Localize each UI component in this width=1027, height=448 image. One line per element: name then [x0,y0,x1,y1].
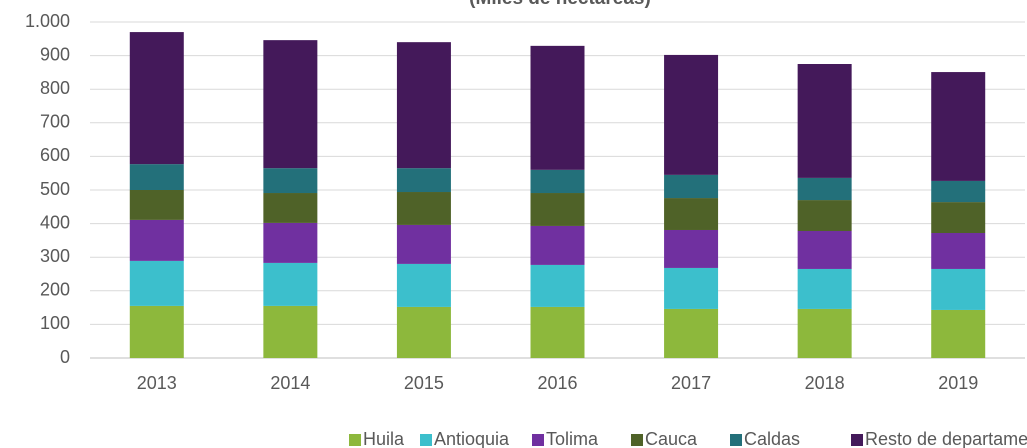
bar-segment [931,309,986,358]
y-tick-label: 400 [40,212,70,232]
bar-segment [664,54,719,175]
y-tick-label: 700 [40,112,70,132]
x-tick-label: 2017 [671,373,711,393]
bar-segment [797,64,852,178]
y-tick-label: 300 [40,246,70,266]
bar-segment [129,260,184,306]
bar-segment [129,219,184,261]
y-tick-label: 0 [60,347,70,367]
y-tick-label: 500 [40,179,70,199]
bar-segment [396,192,451,225]
legend-label: Tolima [546,429,599,448]
legend-label: Antioquia [434,429,510,448]
bar-segment [664,308,719,358]
bar-segment [396,168,451,193]
bar-segment [396,306,451,358]
bar-segment [530,45,585,170]
bar-segment [263,40,318,169]
bar-segment [664,174,719,199]
bar-segment [797,268,852,309]
y-tick-label: 100 [40,313,70,333]
legend-swatch [532,434,544,446]
legend-label: Caldas [744,429,800,448]
y-tick-label: 200 [40,280,70,300]
bar-segment [797,177,852,201]
legend-label: Cauca [645,429,698,448]
y-tick-label: 900 [40,44,70,64]
bar-segment [129,305,184,358]
bar-segment [931,180,986,203]
x-tick-label: 2016 [537,373,577,393]
bar-segment [263,262,318,306]
legend-swatch [851,434,863,446]
bar-segment [530,169,585,194]
bar-segment [931,202,986,234]
bar-segment [396,224,451,264]
bar-segment [129,190,184,220]
chart-title: (Miles de hectáreas) [469,0,651,9]
x-tick-label: 2015 [404,373,444,393]
bar-segment [664,198,719,230]
legend-label: Huila [363,429,405,448]
bar-segment [263,222,318,263]
bar-segment [530,225,585,265]
legend-swatch [420,434,432,446]
legend-label: Resto de departamentos [865,429,1027,448]
bar-segment [263,168,318,194]
legend-swatch [631,434,643,446]
bar-segment [931,233,986,269]
bar-segment [797,308,852,358]
bar-segment [530,193,585,226]
bar-segment [129,32,184,165]
bar-segment [530,264,585,307]
x-tick-label: 2014 [270,373,310,393]
legend-swatch [730,434,742,446]
y-tick-label: 1.000 [25,11,70,31]
bar-segment [530,306,585,358]
bar-segment [129,164,184,190]
x-tick-label: 2019 [938,373,978,393]
bar-segment [931,72,986,181]
bar-segment [396,263,451,307]
x-tick-label: 2018 [805,373,845,393]
bar-segment [931,268,986,310]
x-tick-label: 2013 [137,373,177,393]
bar-segment [263,305,318,358]
bar-segment [797,230,852,269]
y-tick-label: 800 [40,78,70,98]
bar-segment [664,267,719,309]
bar-segment [263,193,318,223]
legend-swatch [349,434,361,446]
bar-segment [797,200,852,231]
bar-segment [664,229,719,268]
bar-segment [396,42,451,169]
y-tick-label: 600 [40,145,70,165]
